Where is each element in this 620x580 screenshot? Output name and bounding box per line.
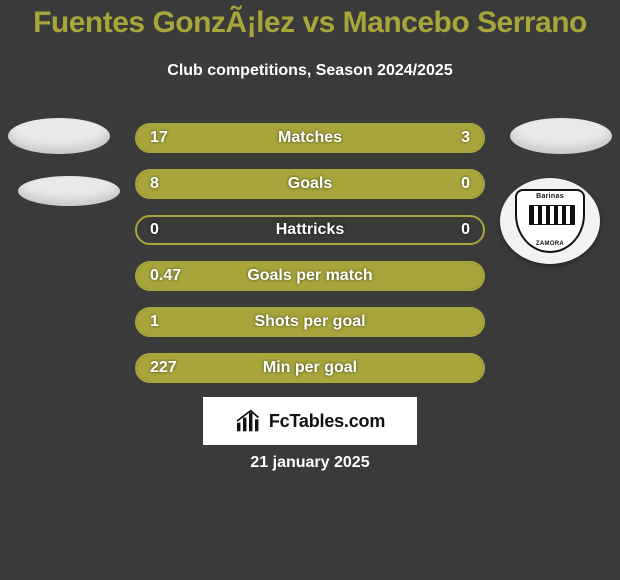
stat-row: Shots per goal1 <box>0 307 620 337</box>
page-title: Fuentes GonzÃ¡lez vs Mancebo Serrano <box>0 6 620 40</box>
footer-date: 21 january 2025 <box>0 454 620 472</box>
comparison-infographic: Fuentes GonzÃ¡lez vs Mancebo Serrano Clu… <box>0 0 620 580</box>
stat-value-left: 227 <box>150 353 177 383</box>
stat-value-left: 0 <box>150 215 159 245</box>
stat-label: Goals per match <box>135 261 485 291</box>
stat-label: Hattricks <box>135 215 485 245</box>
bar-chart-icon <box>235 409 263 433</box>
stat-value-right: 0 <box>461 215 470 245</box>
subtitle: Club competitions, Season 2024/2025 <box>0 62 620 80</box>
stat-label: Goals <box>135 169 485 199</box>
stat-label: Matches <box>135 123 485 153</box>
stat-row: Min per goal227 <box>0 353 620 383</box>
stat-rows: Matches173Goals80Hattricks00Goals per ma… <box>0 123 620 399</box>
stat-label: Min per goal <box>135 353 485 383</box>
stat-value-right: 0 <box>461 169 470 199</box>
attribution-badge: FcTables.com <box>203 397 417 445</box>
stat-label: Shots per goal <box>135 307 485 337</box>
stat-row: Hattricks0 0 <box>0 215 620 245</box>
stat-value-left: 0.47 <box>150 261 181 291</box>
attribution-brand: FcTables.com <box>269 411 385 432</box>
stat-value-left: 17 <box>150 123 168 153</box>
stat-value-left: 8 <box>150 169 159 199</box>
stat-value-left: 1 <box>150 307 159 337</box>
stat-row: Goals8 0 <box>0 169 620 199</box>
stat-row: Goals per match0.47 <box>0 261 620 291</box>
stat-value-right: 3 <box>461 123 470 153</box>
stat-row: Matches17 3 <box>0 123 620 153</box>
